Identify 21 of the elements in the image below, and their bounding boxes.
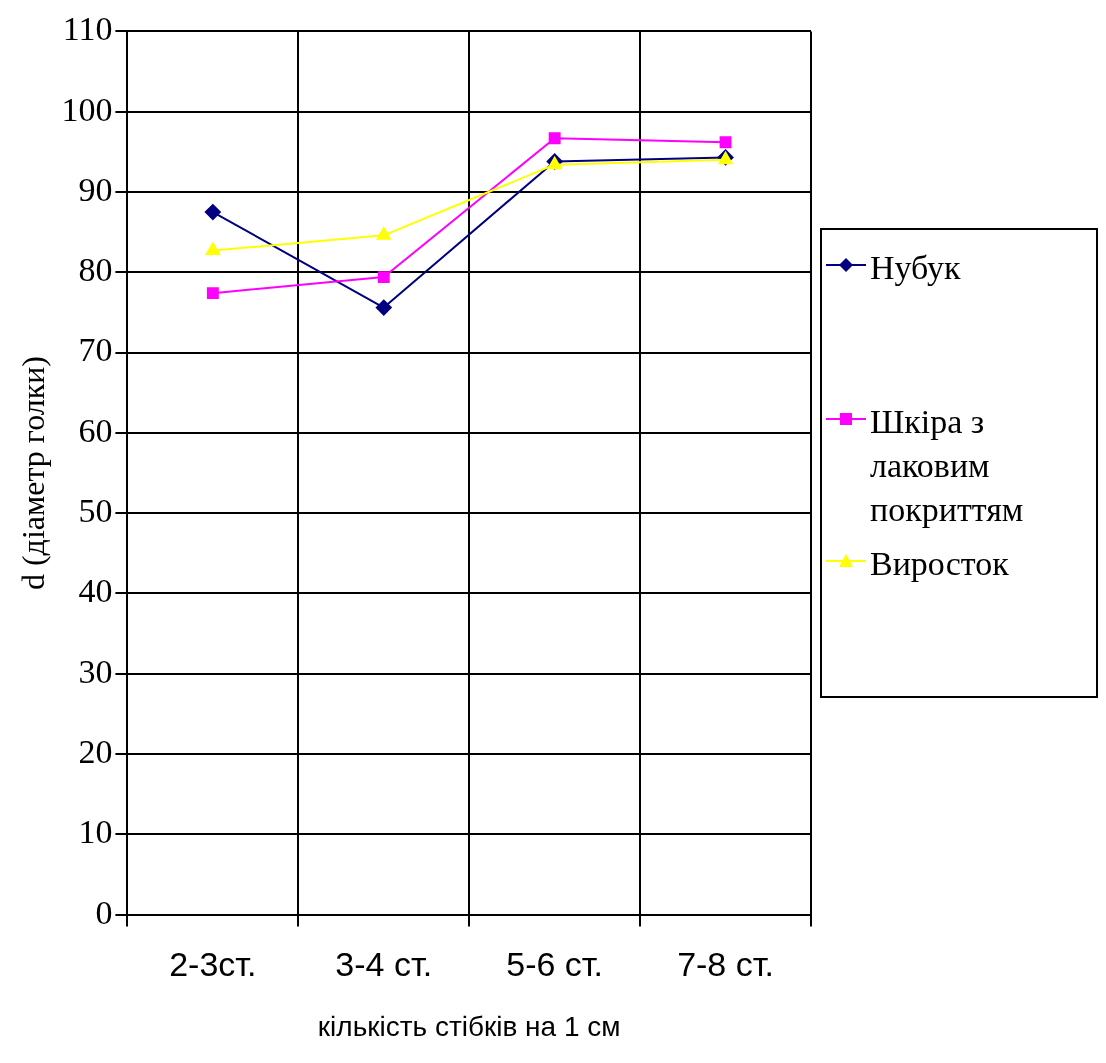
legend-label: Нубук <box>870 248 961 288</box>
legend-label: Шкіра з лаковим покриттям <box>870 402 1025 530</box>
y-axis-title: d (діаметр голки) <box>14 355 51 591</box>
x-tick-label: 3-4 ст. <box>335 945 433 984</box>
y-tick-label: 60 <box>78 411 113 449</box>
x-tick-label: 7-8 ст. <box>677 945 774 984</box>
y-tick-label: 30 <box>78 652 113 690</box>
y-tick-label: 50 <box>78 492 113 530</box>
y-tick-label: 70 <box>78 331 113 369</box>
y-tick-label: 100 <box>61 90 113 128</box>
legend-label: Виросток <box>870 544 1009 584</box>
y-tick-label: 90 <box>78 170 113 208</box>
y-tick-label: 40 <box>78 572 113 610</box>
x-axis-title: кількість стібків на 1 см <box>317 1010 621 1042</box>
x-tick-label: 2-3ст. <box>169 945 257 984</box>
x-tick-label: 5-6 ст. <box>506 945 604 984</box>
y-tick-label: 10 <box>78 813 113 851</box>
y-tick-label: 110 <box>62 10 113 48</box>
y-tick-label: 0 <box>95 893 113 931</box>
y-tick-label: 20 <box>78 732 113 770</box>
y-tick-label: 80 <box>78 251 113 289</box>
